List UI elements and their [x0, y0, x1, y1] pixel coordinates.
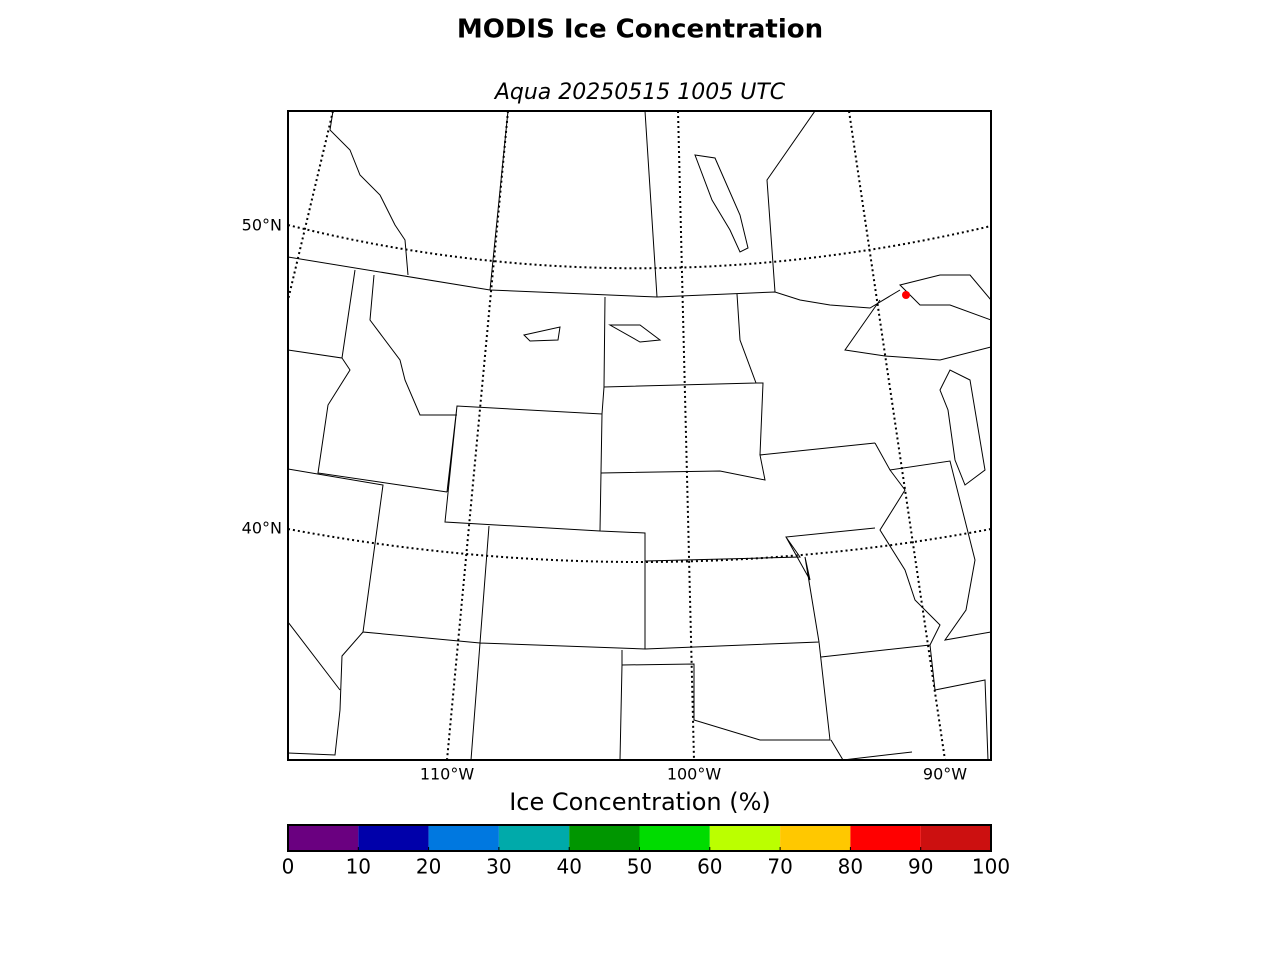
- tick-label: 70: [767, 855, 792, 879]
- borders: [288, 111, 991, 760]
- lon-label: 90°W: [923, 765, 967, 784]
- parallel: [288, 528, 991, 563]
- tick-label: 10: [346, 855, 371, 879]
- colorbar-label: Ice Concentration (%): [509, 788, 771, 816]
- tick-label: 50: [627, 855, 652, 879]
- meridian: [288, 111, 334, 301]
- tick-label: 90: [908, 855, 933, 879]
- ice-pixel: [902, 291, 910, 299]
- lon-label: 100°W: [667, 765, 722, 784]
- tick-label: 60: [697, 855, 722, 879]
- lon-label: 110°W: [420, 765, 475, 784]
- colorbar-segment: [428, 825, 499, 851]
- tick-label: 40: [556, 855, 581, 879]
- title: MODIS Ice Concentration: [457, 15, 823, 45]
- meridian: [848, 111, 946, 760]
- meridian: [677, 111, 695, 760]
- parallel: [288, 224, 991, 270]
- subtitle: Aqua 20250515 1005 UTC: [493, 80, 786, 105]
- colorbar-segment: [709, 825, 781, 851]
- border: [288, 256, 901, 309]
- colorbar-segment: [920, 825, 991, 851]
- tick-label: 20: [416, 855, 441, 879]
- colorbar-segment: [498, 825, 570, 851]
- tick-label: 80: [838, 855, 863, 879]
- colorbar-segment: [288, 825, 359, 851]
- tick-label: 0: [282, 855, 295, 879]
- coast: [329, 111, 409, 276]
- meridian: [446, 111, 509, 760]
- lat-label: 40°N: [242, 519, 282, 538]
- tick-label: 30: [486, 855, 511, 879]
- map-frame: [287, 110, 992, 761]
- lat-label: 50°N: [242, 216, 282, 235]
- colorbar-segment: [358, 825, 429, 851]
- colorbar: 0 10 20 30 40 50 60 70 80 90 100: [282, 824, 1010, 879]
- lake: [523, 154, 991, 486]
- tick-label: 100: [972, 855, 1010, 879]
- colorbar-segment: [569, 825, 640, 851]
- colorbar-segment: [639, 825, 710, 851]
- colorbar-segment: [780, 825, 851, 851]
- colorbar-segment: [850, 825, 921, 851]
- map: [287, 110, 992, 761]
